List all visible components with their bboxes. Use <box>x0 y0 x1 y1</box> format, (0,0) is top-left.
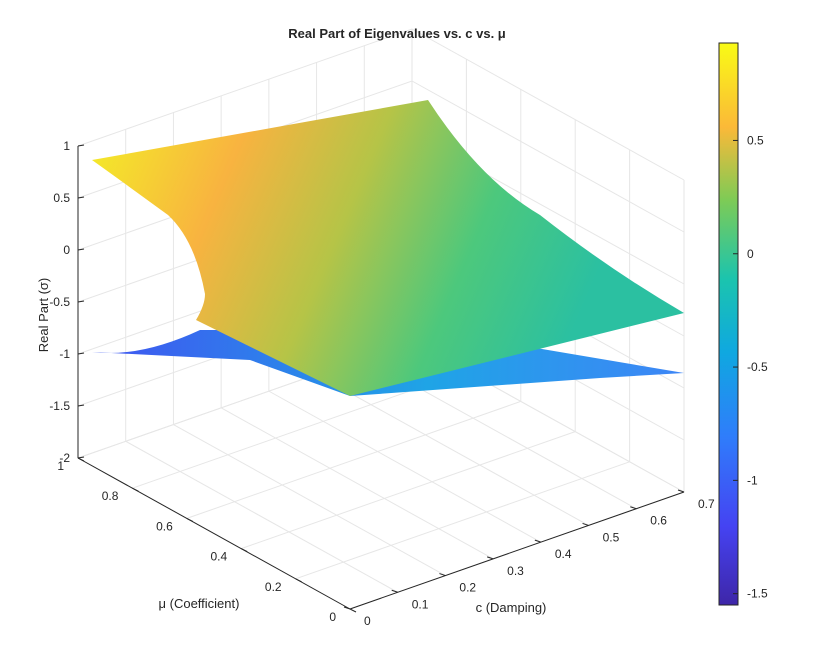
x-tick-label: 0.5 <box>603 530 620 544</box>
x-tick-mark <box>677 489 685 493</box>
y-tick-mark <box>186 517 194 522</box>
colorbar-tick-label: -0.5 <box>747 360 768 374</box>
y-tick-label: 0.8 <box>102 489 119 503</box>
colorbar-tick-label: -1 <box>747 473 758 487</box>
y-tick-mark <box>77 457 85 462</box>
x-tick-label: 0 <box>364 614 371 628</box>
x-tick-mark <box>439 573 446 577</box>
z-tick-mark <box>77 300 85 303</box>
x-tick-mark <box>343 606 351 610</box>
x-tick-labels: 0 0.1 0.2 0.3 0.4 0.5 0.6 0.7 <box>343 489 715 628</box>
y-tick-label: 0.6 <box>156 519 173 533</box>
y-grid-line <box>241 119 576 550</box>
x-tick-label: 0.3 <box>507 564 524 578</box>
y-tick-mark <box>132 487 139 492</box>
z-tick-label: -1 <box>59 347 70 361</box>
y-tick-label: 0.2 <box>265 580 282 594</box>
x-tick-mark <box>630 506 637 510</box>
colorbar-tick-label: -1.5 <box>747 587 768 601</box>
z-tick-label: -0.5 <box>49 295 70 309</box>
y-tick-label: 0 <box>329 610 336 624</box>
x-axis-line <box>349 491 685 610</box>
z-tick-mark <box>77 248 85 251</box>
x-tick-label: 0.7 <box>698 497 715 511</box>
z-tick-mark <box>77 144 85 147</box>
upper-surface <box>92 100 684 396</box>
colorbar <box>718 42 739 606</box>
colorbar-tick-labels: -1.5 -1 -0.5 0 0.5 <box>733 133 768 601</box>
y-axis-line <box>77 457 351 610</box>
x-tick-mark <box>486 556 494 560</box>
x-tick-label: 0.2 <box>459 581 476 595</box>
x-tick-label: 0.6 <box>650 514 667 528</box>
y-axis-label: μ (Coefficient) <box>159 596 240 611</box>
z-tick-mark <box>77 196 85 199</box>
y-grid-line <box>295 149 631 580</box>
z-tick-label: 1 <box>63 139 70 153</box>
z-tick-mark <box>77 352 85 355</box>
x-tick-mark <box>582 522 589 526</box>
chart-title: Real Part of Eigenvalues vs. c vs. μ <box>288 26 506 41</box>
x-tick-mark <box>391 589 398 593</box>
x-axis-label: c (Damping) <box>476 600 547 615</box>
colorbar-tick-label: 0 <box>747 247 754 261</box>
y-tick-mark <box>240 548 248 553</box>
y-tick-label: 0.4 <box>211 550 228 564</box>
y-tick-labels: 0 0.2 0.4 0.6 0.8 1 <box>57 457 357 624</box>
z-tick-mark <box>77 404 85 407</box>
z-tick-label: 0 <box>63 243 70 257</box>
x-tick-label: 0.4 <box>555 547 572 561</box>
colorbar-tick-label: 0.5 <box>747 133 764 147</box>
surfaces <box>92 100 684 396</box>
z-tick-label: -2 <box>59 451 70 465</box>
z-tick-mark <box>77 456 85 459</box>
x-tick-label: 0.1 <box>412 597 429 611</box>
y-tick-label: 1 <box>57 459 64 473</box>
z-tick-labels: -2 -1.5 -1 -0.5 0 0.5 1 <box>49 139 85 465</box>
y-tick-mark <box>349 608 357 613</box>
y-grid-line <box>186 89 522 519</box>
z-tick-label: 0.5 <box>53 191 70 205</box>
x-tick-mark <box>534 539 542 543</box>
z-axis-label: Real Part (σ) <box>36 278 51 352</box>
y-tick-mark <box>295 578 302 583</box>
z-tick-label: -1.5 <box>49 399 70 413</box>
